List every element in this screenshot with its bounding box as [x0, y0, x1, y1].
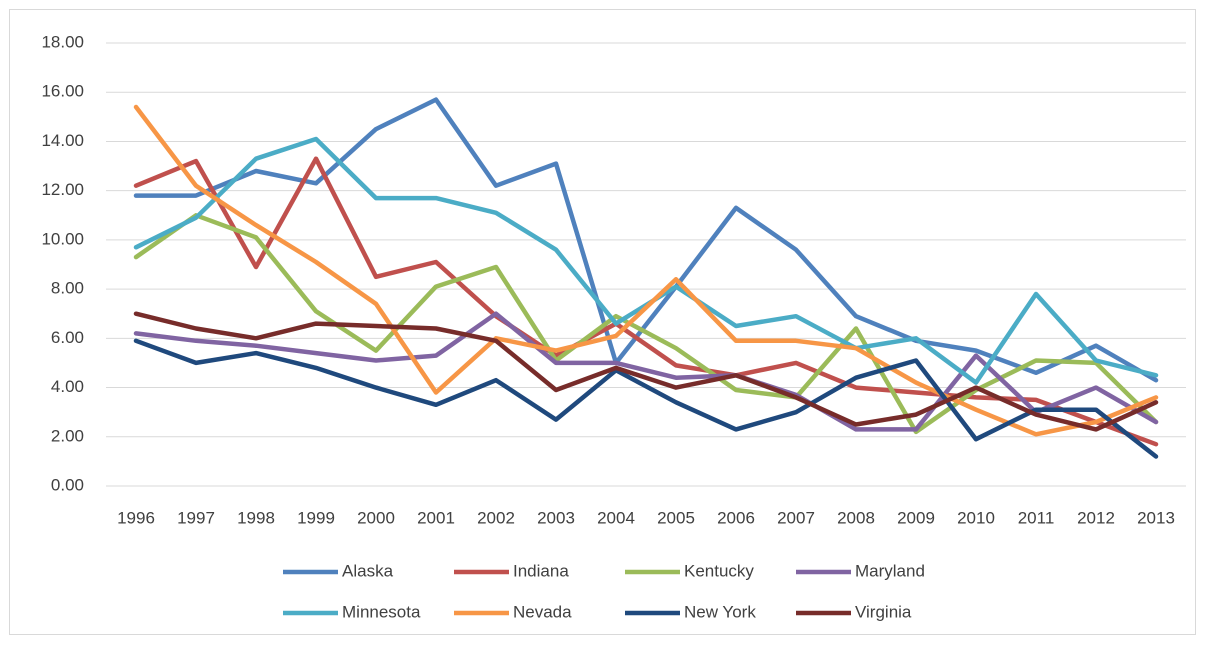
x-tick-label: 1996 [117, 508, 155, 527]
x-tick-label: 1999 [297, 508, 335, 527]
x-tick-label: 2007 [777, 508, 815, 527]
series-line [133, 311, 1159, 432]
series-line [133, 104, 1159, 437]
legend-label: New York [684, 602, 756, 621]
legend-label: Indiana [513, 561, 569, 580]
x-tick-label: 2000 [357, 508, 395, 527]
legend-label: Maryland [855, 561, 925, 580]
series-line [133, 338, 1159, 459]
x-tick-label: 2004 [597, 508, 635, 527]
x-tick-label: 2003 [537, 508, 575, 527]
x-tick-label: 2005 [657, 508, 695, 527]
y-tick-label: 0.00 [51, 475, 84, 494]
legend-label: Minnesota [342, 602, 421, 621]
y-tick-label: 6.00 [51, 328, 84, 347]
series-line [133, 213, 1159, 435]
y-tick-label: 8.00 [51, 279, 84, 298]
x-tick-label: 2001 [417, 508, 455, 527]
legend-label: Alaska [342, 561, 394, 580]
x-tick-label: 2012 [1077, 508, 1115, 527]
legend-label: Virginia [855, 602, 912, 621]
series-line [133, 156, 1159, 447]
y-tick-label: 2.00 [51, 426, 84, 445]
x-tick-label: 2011 [1018, 508, 1055, 527]
x-tick-label: 2006 [717, 508, 755, 527]
x-tick-label: 2013 [1137, 508, 1175, 527]
legend-label: Nevada [513, 602, 572, 621]
x-tick-label: 2010 [957, 508, 995, 527]
x-tick-label: 2008 [837, 508, 875, 527]
y-tick-label: 10.00 [41, 229, 84, 248]
y-tick-label: 12.00 [41, 180, 84, 199]
y-tick-label: 16.00 [41, 82, 84, 101]
x-tick-label: 2009 [897, 508, 935, 527]
legend-label: Kentucky [684, 561, 754, 580]
x-tick-label: 2002 [477, 508, 515, 527]
y-tick-label: 18.00 [41, 32, 84, 51]
x-tick-label: 1998 [237, 508, 275, 527]
y-tick-label: 14.00 [41, 131, 84, 150]
y-tick-label: 4.00 [51, 377, 84, 396]
x-tick-label: 1997 [177, 508, 215, 527]
